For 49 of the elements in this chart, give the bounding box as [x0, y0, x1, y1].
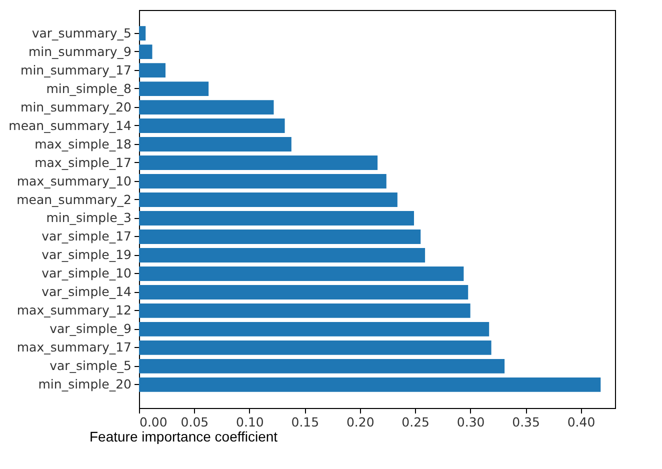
- y-tick-label: min_summary_17: [20, 62, 132, 78]
- bar: [139, 358, 505, 374]
- y-tick-label: mean_summary_2: [16, 192, 132, 207]
- y-tick-label: var_simple_9: [50, 321, 132, 336]
- y-tick-label: min_simple_8: [46, 80, 132, 96]
- y-tick-label: min_summary_20: [20, 99, 132, 114]
- y-tick-label: max_simple_17: [34, 154, 132, 170]
- bar: [139, 82, 209, 96]
- x-tick-label: 0.25: [402, 414, 430, 430]
- y-tick-label: var_simple_19: [42, 247, 132, 262]
- bar: [139, 44, 152, 60]
- y-tick-label: max_summary_10: [16, 173, 132, 188]
- x-tick-label: 0.05: [180, 414, 209, 430]
- x-tick-label: 0.40: [567, 414, 596, 430]
- x-tick-label: 0.00: [140, 414, 168, 430]
- bar: [139, 174, 386, 188]
- bar: [139, 118, 285, 133]
- y-tick-label: max_simple_18: [34, 136, 132, 152]
- bar: [139, 340, 492, 355]
- x-tick-label: 0.35: [512, 414, 540, 430]
- x-tick-label: 0.15: [291, 414, 320, 430]
- y-tick-label: max_summary_17: [16, 340, 132, 355]
- y-tick-label: var_simple_10: [42, 266, 132, 281]
- y-tick-label: var_simple_14: [42, 284, 132, 300]
- bar: [139, 248, 426, 262]
- y-tick-label: mean_summary_14: [8, 118, 132, 133]
- bar: [139, 137, 292, 152]
- bar: [139, 100, 274, 114]
- bar: [139, 266, 464, 281]
- bar: [139, 377, 601, 392]
- bar: [139, 285, 468, 300]
- y-tick-label: var_summary_5: [32, 25, 132, 40]
- bar: [139, 322, 490, 336]
- bar: [139, 211, 414, 226]
- bar: [139, 63, 166, 78]
- x-tick-label: 0.20: [346, 414, 374, 430]
- x-tick-label: 0.10: [236, 414, 264, 430]
- bar: [139, 156, 378, 170]
- y-tick-label: var_simple_17: [42, 228, 132, 244]
- y-tick-label: max_summary_12: [16, 302, 132, 318]
- bar: [139, 192, 398, 207]
- bar: [139, 26, 146, 41]
- bar: [139, 304, 470, 318]
- bar: [139, 230, 421, 244]
- y-tick-label: min_simple_3: [46, 210, 132, 226]
- y-tick-label: min_summary_9: [28, 44, 132, 59]
- x-tick-label: 0.30: [456, 414, 485, 430]
- y-tick-label: var_simple_5: [50, 358, 132, 374]
- y-tick-label: min_simple_20: [38, 376, 132, 392]
